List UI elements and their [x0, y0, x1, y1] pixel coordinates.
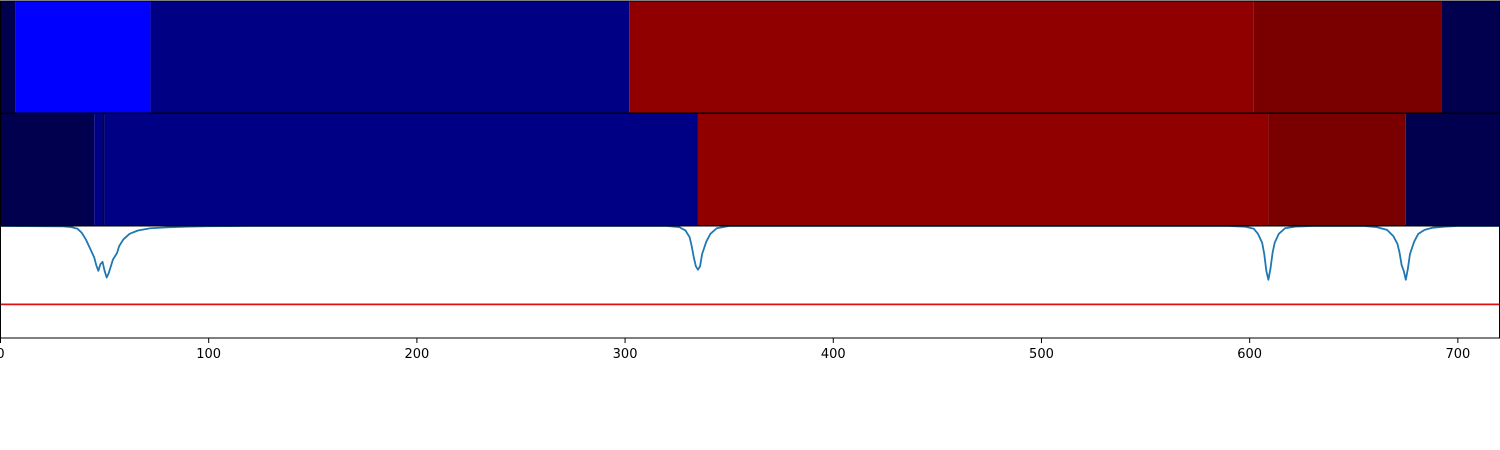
x-tick-label: 0 [0, 347, 5, 362]
x-tick-label: 500 [1029, 347, 1054, 362]
x-tick-label: 400 [821, 347, 846, 362]
heat-segment [629, 1, 1254, 113]
heat-segment [15, 1, 151, 113]
x-tick-label: 100 [196, 347, 221, 362]
signal-panel [0, 225, 1500, 338]
signal-panel-background [0, 226, 1500, 338]
x-tick-label: 300 [613, 347, 638, 362]
heat-segment [1405, 113, 1500, 226]
heat-segment [1441, 1, 1500, 113]
heatmap-rows [0, 1, 1500, 226]
heat-segment [697, 113, 1269, 226]
heat-segment [0, 1, 16, 113]
x-tick-label: 600 [1237, 347, 1262, 362]
heat-segment [104, 113, 698, 226]
heat-segment [102, 113, 105, 226]
x-tick-label: 200 [404, 347, 429, 362]
signal-line [0, 225, 1500, 281]
heat-segment [1268, 113, 1406, 226]
heat-segment [1253, 1, 1442, 113]
heat-segment [0, 113, 95, 226]
heat-segment [150, 1, 630, 113]
heat-segment [94, 113, 103, 226]
x-axis: 0 100 200 300 400 500 600 700 [0, 338, 1470, 362]
x-tick-label: 700 [1445, 347, 1470, 362]
